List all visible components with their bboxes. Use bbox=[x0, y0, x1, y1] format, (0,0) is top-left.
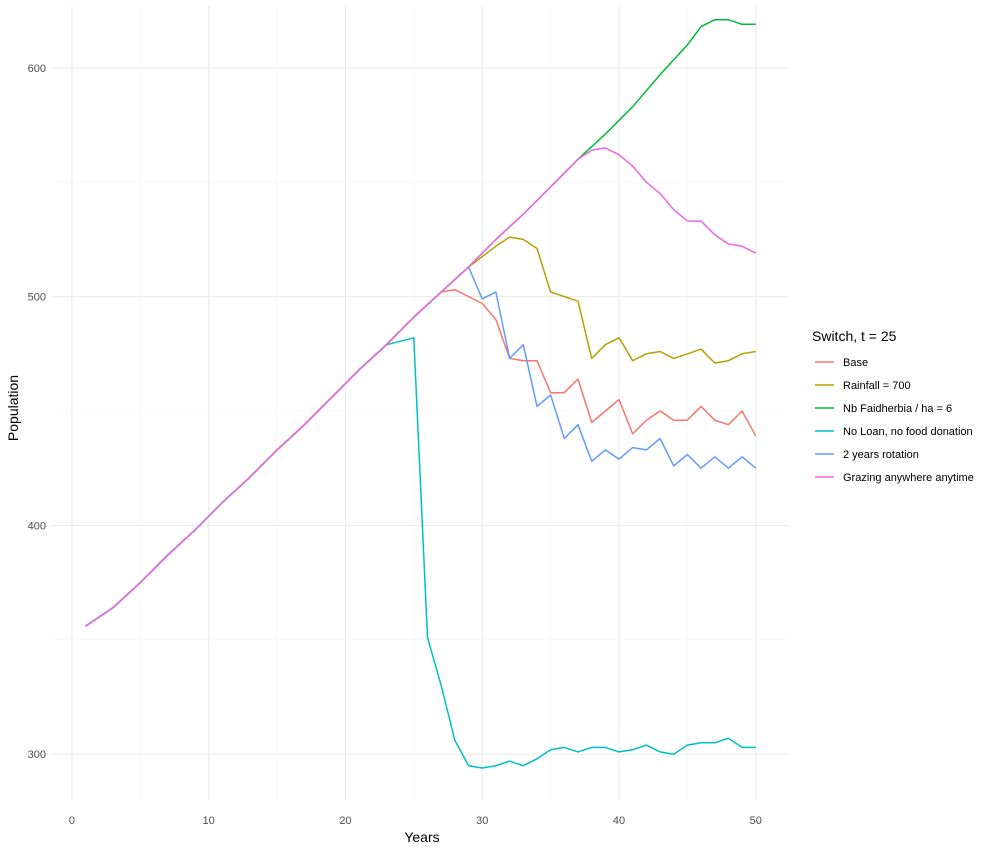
legend-item: No Loan, no food donation bbox=[815, 426, 973, 438]
y-axis-title: Population bbox=[5, 375, 21, 441]
x-tick-label: 40 bbox=[613, 815, 625, 827]
legend-label: Base bbox=[843, 357, 868, 369]
x-tick-label: 20 bbox=[339, 815, 351, 827]
legend-label: Grazing anywhere anytime bbox=[843, 472, 974, 484]
x-tick-label: 0 bbox=[69, 815, 75, 827]
series-line bbox=[85, 337, 756, 769]
y-axis-ticks: 300 400 500 600 bbox=[28, 63, 46, 761]
series-line bbox=[85, 236, 756, 627]
x-tick-label: 10 bbox=[203, 815, 215, 827]
grid-lines bbox=[50, 6, 790, 800]
legend-label: Nb Faidherbia / ha = 6 bbox=[843, 403, 952, 415]
legend-items: Base Rainfall = 700 Nb Faidherbia / ha = 6… bbox=[815, 357, 974, 484]
series-line bbox=[85, 147, 757, 627]
x-tick-label: 50 bbox=[750, 815, 762, 827]
x-axis-ticks: 0 10 20 30 40 50 bbox=[69, 815, 762, 827]
series-line bbox=[85, 288, 757, 627]
x-tick-label: 30 bbox=[476, 815, 488, 827]
legend: Switch, t = 25 Base Rainfall = 700 Nb Faid… bbox=[812, 328, 974, 484]
legend-item: Rainfall = 700 bbox=[815, 380, 911, 392]
y-tick-label: 600 bbox=[28, 63, 46, 75]
y-tick-label: 400 bbox=[28, 520, 46, 532]
legend-item: 2 years rotation bbox=[815, 449, 919, 461]
legend-item: Base bbox=[815, 357, 868, 369]
series-lines bbox=[85, 18, 757, 769]
series-line bbox=[85, 18, 756, 627]
legend-label: No Loan, no food donation bbox=[843, 426, 973, 438]
legend-item: Grazing anywhere anytime bbox=[815, 472, 974, 484]
legend-label: 2 years rotation bbox=[843, 449, 919, 461]
y-tick-label: 300 bbox=[28, 749, 46, 761]
x-axis-title: Years bbox=[404, 829, 439, 845]
series-line bbox=[85, 266, 757, 627]
y-tick-label: 500 bbox=[28, 292, 46, 304]
legend-item: Nb Faidherbia / ha = 6 bbox=[815, 403, 952, 415]
legend-label: Rainfall = 700 bbox=[843, 380, 911, 392]
legend-title: Switch, t = 25 bbox=[812, 328, 897, 344]
